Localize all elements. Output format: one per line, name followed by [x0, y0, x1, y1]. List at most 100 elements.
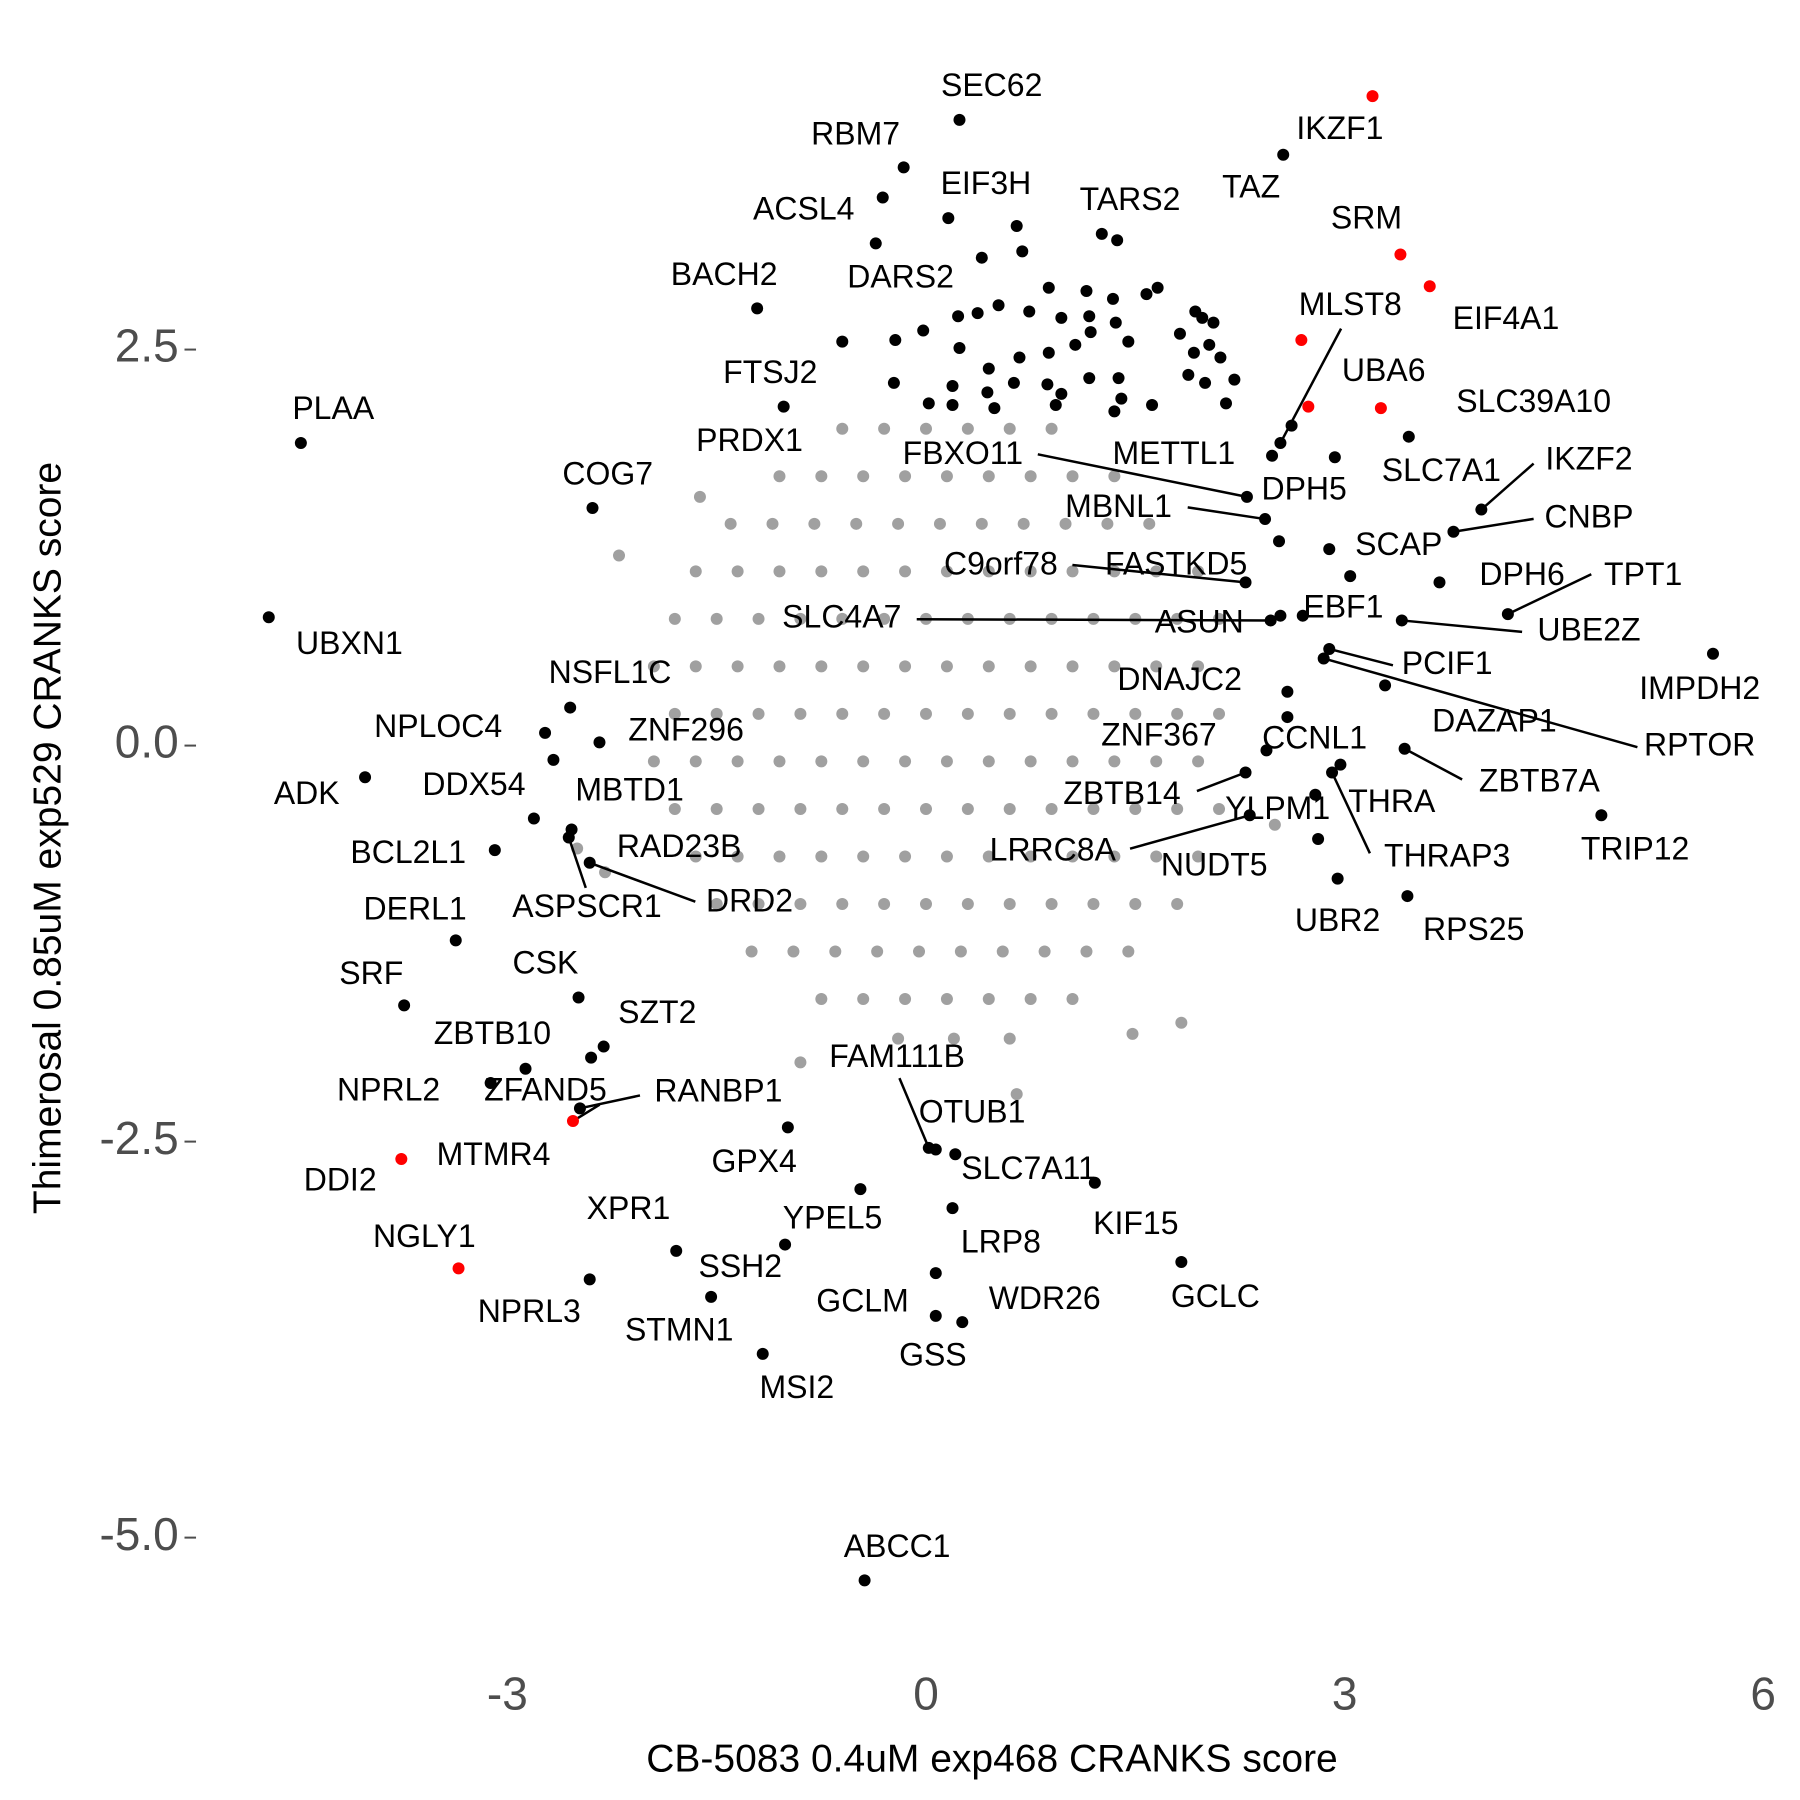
point-label: ZBTB10 — [434, 1015, 551, 1051]
point — [562, 831, 575, 844]
point-label: SLC39A10 — [1456, 383, 1611, 419]
point — [815, 470, 828, 483]
point — [731, 755, 744, 768]
point — [1207, 316, 1220, 329]
point — [1083, 372, 1096, 385]
y-tick-label: -5.0 — [99, 1508, 178, 1560]
point — [933, 517, 946, 530]
point-label: COG7 — [562, 456, 653, 492]
point — [917, 324, 930, 337]
point — [794, 802, 807, 815]
point — [647, 755, 660, 768]
point — [1171, 802, 1184, 815]
point-label: UBR2 — [1295, 902, 1380, 938]
point — [1024, 993, 1037, 1006]
point — [1401, 890, 1414, 903]
leader-line — [898, 1077, 930, 1149]
point — [1266, 449, 1279, 462]
point — [878, 707, 891, 720]
point — [878, 897, 891, 910]
point — [1296, 609, 1309, 622]
point-label: TARS2 — [1080, 181, 1181, 217]
point-label: SSH2 — [698, 1248, 782, 1284]
point-label: RPTOR — [1644, 727, 1755, 763]
point — [889, 334, 902, 347]
point — [946, 1202, 959, 1215]
point — [857, 755, 870, 768]
point — [449, 934, 462, 947]
point-label: NPRL3 — [478, 1293, 581, 1329]
point — [1326, 766, 1339, 779]
point — [878, 612, 891, 625]
point — [689, 660, 702, 673]
point — [1239, 576, 1252, 589]
point-label: XPR1 — [587, 1190, 671, 1226]
leader-line — [1330, 771, 1372, 854]
point — [975, 517, 988, 530]
point — [1108, 755, 1121, 768]
leader-line — [589, 861, 696, 903]
point-label: MLST8 — [1299, 286, 1402, 322]
point — [1150, 660, 1163, 673]
point — [668, 802, 681, 815]
point — [1331, 872, 1344, 885]
point — [1192, 660, 1205, 673]
point-label: EBF1 — [1303, 588, 1383, 624]
point — [262, 611, 275, 624]
point — [1323, 642, 1336, 655]
point-label: RANBP1 — [654, 1073, 782, 1109]
point-label: ABCC1 — [844, 1528, 951, 1564]
point — [1122, 335, 1135, 348]
point-label: ZBTB14 — [1063, 775, 1180, 811]
point — [857, 565, 870, 578]
point-label: UBE2Z — [1537, 611, 1640, 647]
point — [857, 993, 870, 1006]
point — [773, 470, 786, 483]
point — [488, 844, 501, 857]
leader-line — [1404, 747, 1463, 781]
point-label: SLC7A11 — [961, 1150, 1096, 1186]
point-label: NPRL2 — [337, 1071, 440, 1107]
point — [1109, 316, 1122, 329]
point — [1111, 234, 1124, 247]
point — [1106, 292, 1119, 305]
point-label: ADK — [274, 775, 340, 811]
point — [1066, 565, 1079, 578]
point — [857, 470, 870, 483]
point — [1129, 897, 1142, 910]
point — [1260, 744, 1273, 757]
point-label: DDI2 — [304, 1161, 377, 1197]
point — [766, 517, 779, 530]
point — [1108, 850, 1121, 863]
point — [773, 850, 786, 863]
point — [1024, 755, 1037, 768]
point — [1312, 833, 1325, 846]
point — [982, 993, 995, 1006]
x-tick-label: -3 — [487, 1668, 528, 1720]
point-label: DRD2 — [706, 882, 793, 918]
point — [1143, 517, 1156, 530]
point — [398, 999, 411, 1012]
point — [922, 397, 935, 410]
point-label: DDX54 — [422, 766, 525, 802]
point — [573, 1102, 586, 1115]
y-tick-label: 2.5 — [115, 320, 179, 372]
point — [1129, 802, 1142, 815]
point-label: IMPDH2 — [1639, 670, 1760, 706]
point — [929, 1309, 942, 1322]
point-label: TRIP12 — [1581, 830, 1689, 866]
point — [940, 755, 953, 768]
point — [1055, 311, 1068, 324]
point — [1013, 351, 1026, 364]
point — [572, 991, 585, 1004]
point — [710, 707, 723, 720]
point — [1192, 850, 1205, 863]
point — [871, 945, 884, 958]
leader-line — [1129, 814, 1251, 850]
point-label: UBA6 — [1342, 352, 1426, 388]
y-tick-label: -2.5 — [99, 1112, 178, 1164]
point-label: FASTKD5 — [1105, 546, 1247, 582]
point — [1398, 742, 1411, 755]
point — [919, 897, 932, 910]
point-label: SEC62 — [941, 67, 1042, 103]
